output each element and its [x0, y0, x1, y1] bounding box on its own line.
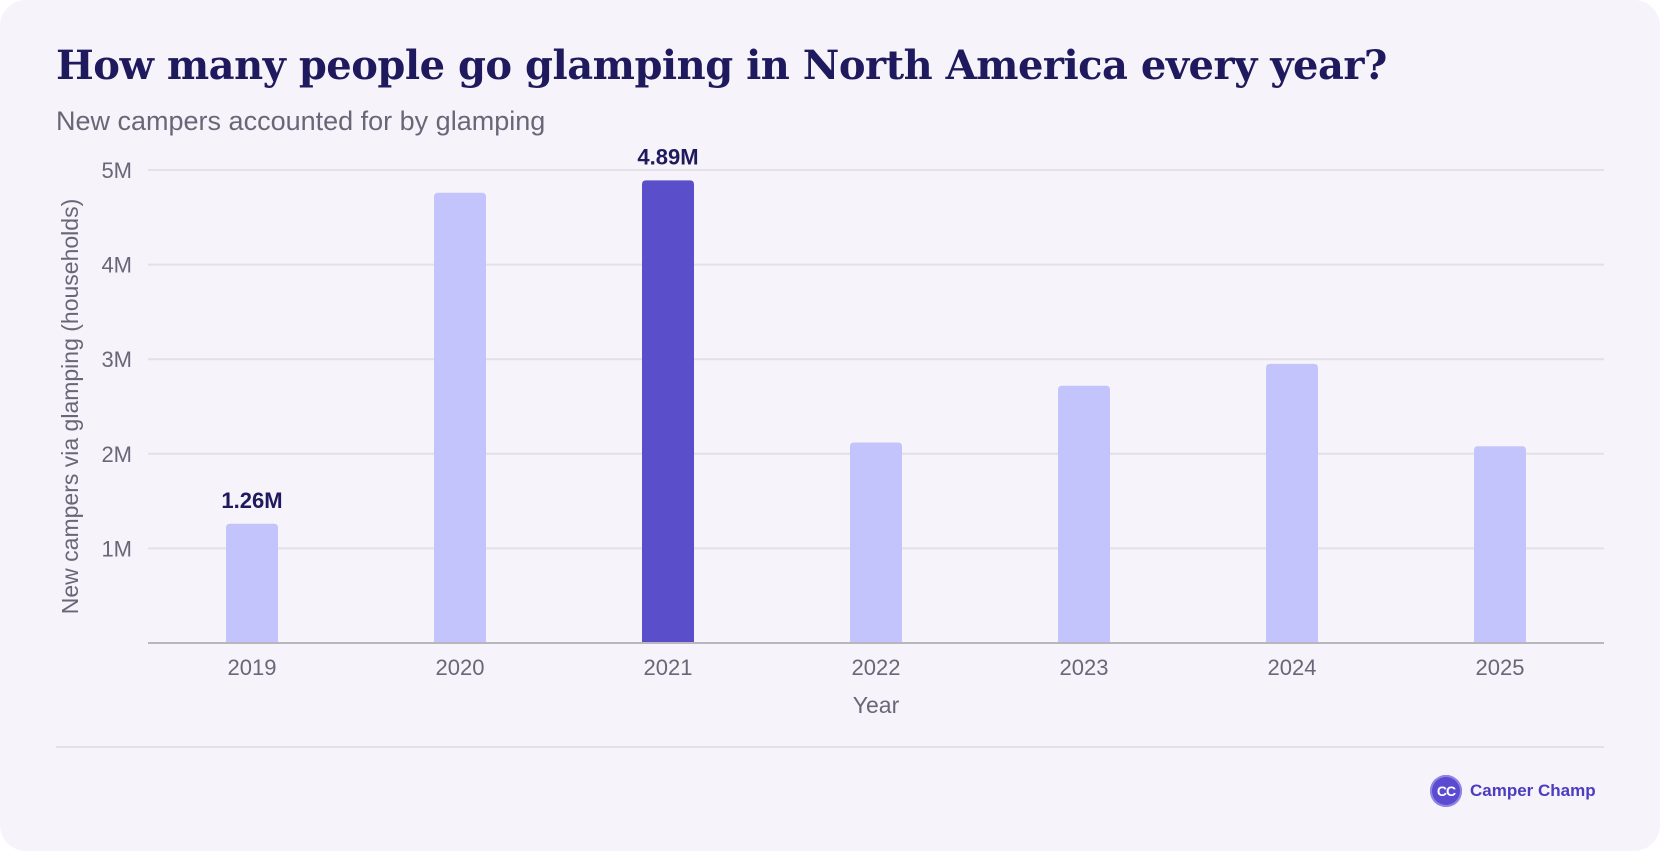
bars	[226, 180, 1526, 644]
y-tick-label: 1M	[101, 536, 132, 561]
bar-2021[interactable]	[642, 180, 694, 643]
x-tick-label: 2020	[436, 655, 485, 680]
x-tick-label: 2022	[852, 655, 901, 680]
axes: 1M 2M 3M 4M 5M 2019 2020 2021 2022 2023 2024 2025	[101, 158, 1604, 680]
bar-2019[interactable]	[226, 523, 278, 643]
x-tick-label: 2025	[1476, 655, 1525, 680]
y-tick-label: 3M	[101, 347, 132, 372]
chart-subtitle: New campers accounted for by glamping	[56, 106, 546, 136]
footer-divider	[56, 746, 1604, 748]
y-tick-label: 4M	[101, 253, 132, 278]
bar-2025[interactable]	[1474, 446, 1526, 643]
brand-name: Camper Champ	[1470, 781, 1596, 800]
chart-title: How many people go glamping in North Ame…	[56, 42, 1387, 89]
y-tick-label: 5M	[101, 158, 132, 183]
bar-2020[interactable]	[434, 192, 486, 644]
camper-champ-logo-icon: CC	[1430, 775, 1462, 807]
x-tick-label: 2023	[1060, 655, 1109, 680]
brand-logo-link[interactable]: CC Camper Champ	[1430, 775, 1596, 807]
y-axis-label: New campers via glamping (households)	[57, 199, 83, 614]
x-axis-label: Year	[853, 692, 900, 718]
bar-2024[interactable]	[1266, 363, 1318, 643]
data-label-2021: 4.89M	[637, 144, 698, 169]
y-tick-label: 2M	[101, 442, 132, 467]
x-tick-label: 2021	[644, 655, 693, 680]
x-tick-label: 2024	[1268, 655, 1317, 680]
x-tick-label: 2019	[228, 655, 277, 680]
data-label-2019: 1.26M	[221, 488, 282, 513]
bar-2022[interactable]	[850, 442, 902, 643]
data-labels: 1.26M 4.89M	[221, 144, 698, 512]
bar-2023[interactable]	[1058, 385, 1110, 643]
